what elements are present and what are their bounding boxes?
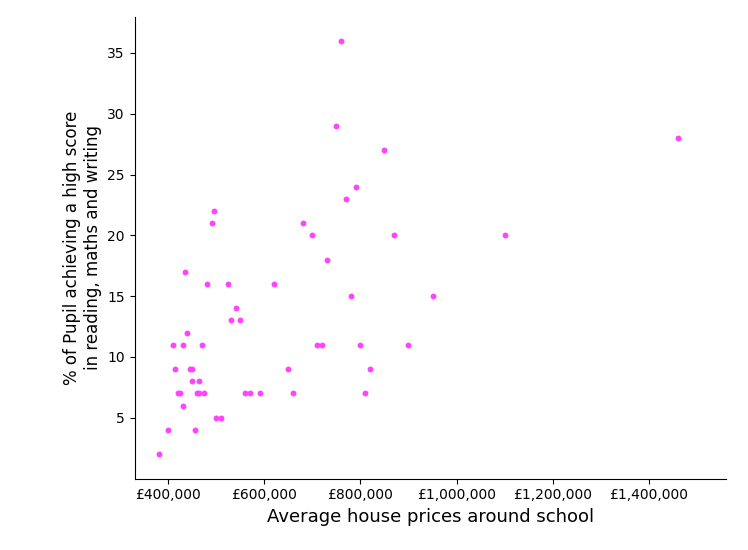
- Point: [170, 365, 182, 373]
- Point: [222, 279, 234, 288]
- Point: [174, 389, 186, 398]
- Point: [311, 340, 323, 349]
- Point: [499, 231, 511, 240]
- Point: [359, 389, 371, 398]
- Point: [172, 389, 184, 398]
- Point: [224, 316, 236, 325]
- Point: [208, 207, 220, 216]
- Point: [287, 389, 299, 398]
- Point: [283, 365, 295, 373]
- Point: [321, 255, 333, 264]
- Point: [239, 389, 251, 398]
- Point: [182, 328, 194, 337]
- Point: [335, 36, 347, 45]
- Point: [297, 219, 309, 228]
- Y-axis label: % of Pupil achieving a high score
in reading, maths and writing: % of Pupil achieving a high score in rea…: [63, 111, 102, 384]
- Point: [198, 389, 210, 398]
- Point: [186, 377, 198, 386]
- Point: [402, 340, 414, 349]
- Point: [184, 365, 196, 373]
- Point: [177, 401, 188, 410]
- Point: [254, 389, 266, 398]
- Point: [234, 316, 246, 325]
- Point: [230, 304, 242, 313]
- Point: [167, 340, 179, 349]
- Point: [188, 426, 200, 434]
- Point: [177, 340, 188, 349]
- Point: [388, 231, 400, 240]
- Point: [316, 340, 328, 349]
- Point: [200, 279, 212, 288]
- Point: [307, 231, 319, 240]
- Point: [345, 292, 357, 300]
- Point: [210, 413, 222, 422]
- Point: [194, 377, 206, 386]
- X-axis label: Average house prices around school: Average house prices around school: [266, 508, 594, 526]
- Point: [355, 340, 367, 349]
- Point: [196, 340, 208, 349]
- Point: [244, 389, 256, 398]
- Point: [378, 146, 390, 155]
- Point: [153, 450, 165, 459]
- Point: [215, 413, 227, 422]
- Point: [426, 292, 438, 300]
- Point: [206, 219, 218, 228]
- Point: [340, 195, 352, 204]
- Point: [331, 122, 343, 130]
- Point: [349, 182, 361, 191]
- Point: [672, 134, 684, 142]
- Point: [179, 267, 191, 276]
- Point: [364, 365, 376, 373]
- Point: [268, 279, 280, 288]
- Point: [191, 389, 203, 398]
- Point: [194, 389, 206, 398]
- Point: [162, 426, 174, 434]
- Point: [186, 365, 198, 373]
